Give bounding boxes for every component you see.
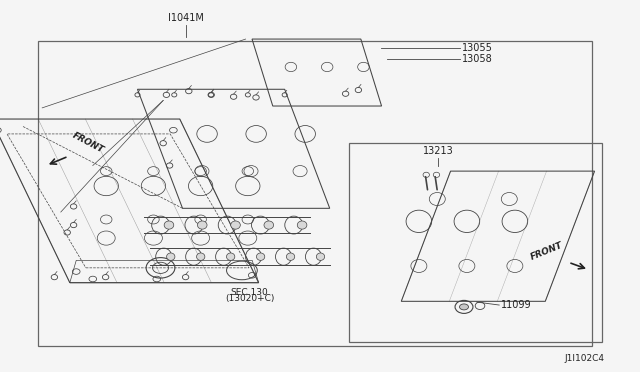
Text: 13058: 13058 [462,54,493,64]
Ellipse shape [197,221,207,229]
Ellipse shape [264,221,274,229]
Ellipse shape [298,221,307,229]
Text: 11099: 11099 [501,300,532,310]
Text: J1I102C4: J1I102C4 [564,354,605,363]
Bar [349,143,602,342]
Text: (13020+C): (13020+C) [225,294,275,303]
Ellipse shape [166,253,175,260]
Text: FRONT: FRONT [529,241,564,262]
Text: 13055: 13055 [462,44,493,53]
Text: SEC.130: SEC.130 [231,288,268,296]
Ellipse shape [227,253,235,260]
Ellipse shape [460,304,468,310]
Ellipse shape [164,221,174,229]
Text: 13213: 13213 [423,146,454,156]
Ellipse shape [230,221,241,229]
Ellipse shape [316,253,324,260]
Text: I1041M: I1041M [168,13,204,23]
Text: FRONT: FRONT [70,131,105,155]
Ellipse shape [257,253,265,260]
Ellipse shape [196,253,205,260]
Ellipse shape [286,253,294,260]
Bar [38,41,592,346]
